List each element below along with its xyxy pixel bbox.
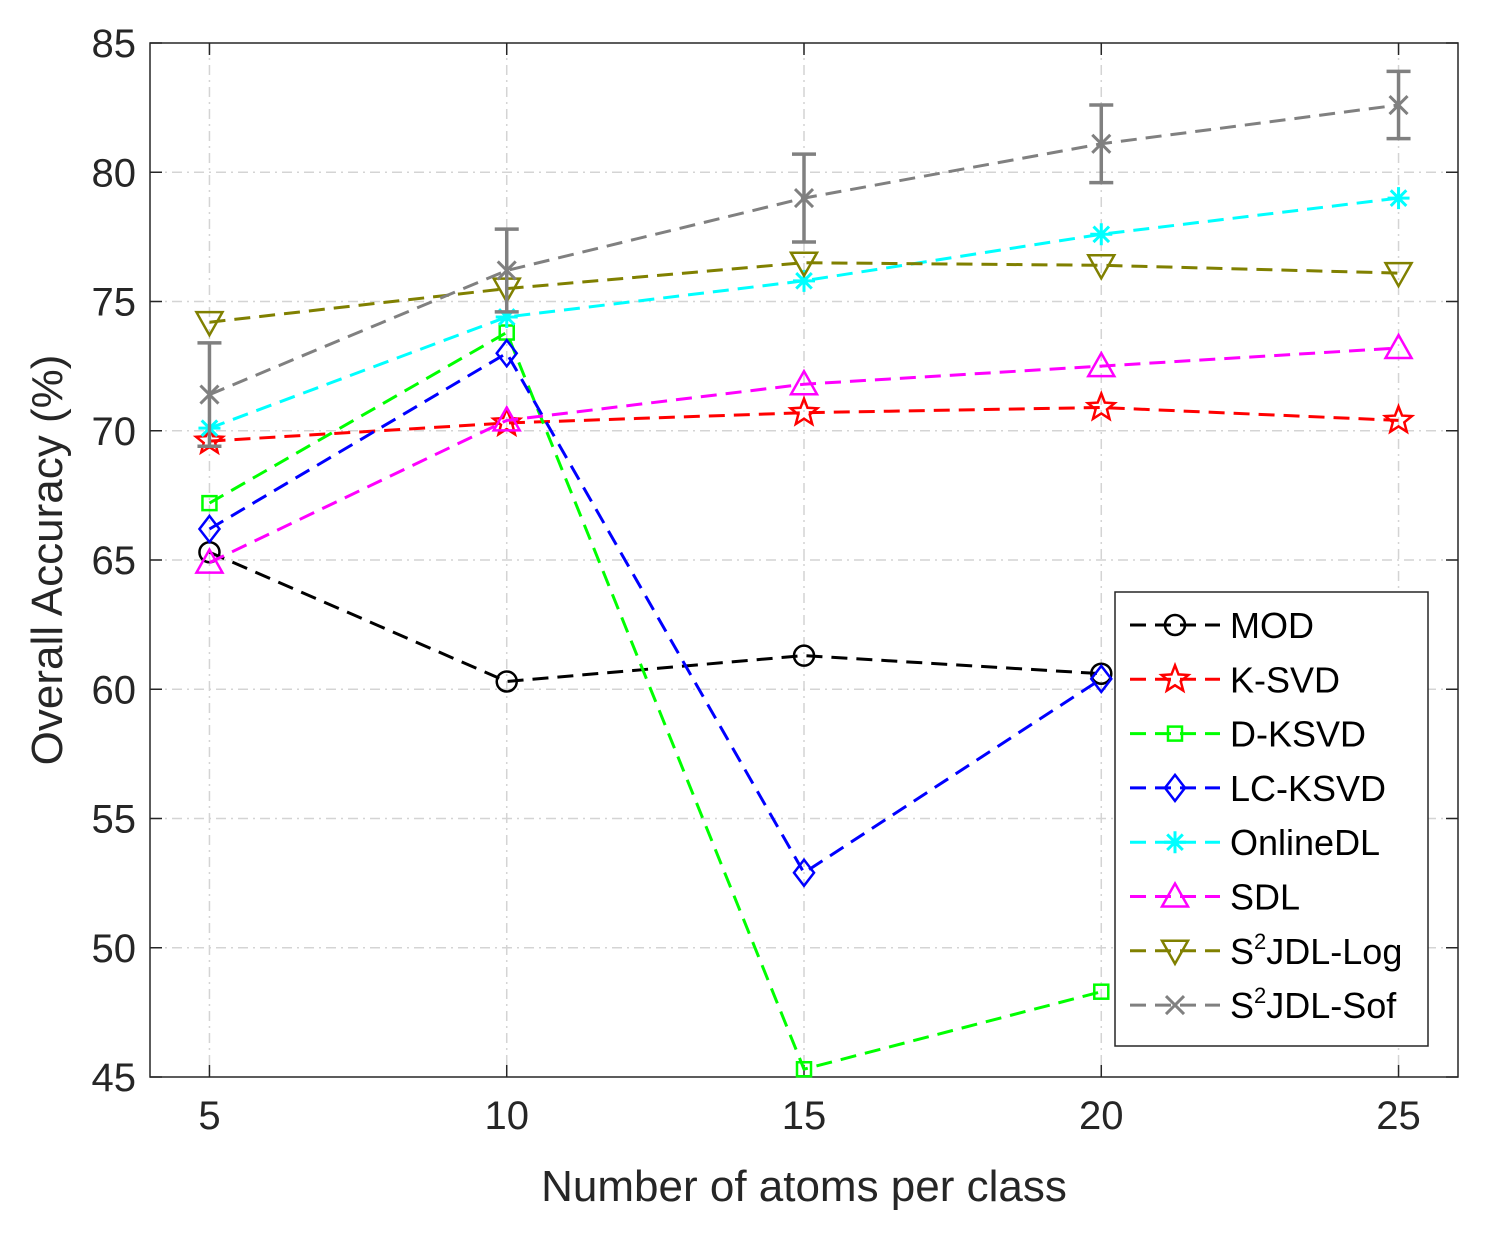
legend-label: LC-KSVD — [1230, 768, 1386, 809]
legend-item-sdl: SDL — [1130, 877, 1300, 918]
data-point — [1090, 662, 1113, 685]
legend-label: SDL — [1230, 877, 1300, 918]
legend-marker — [1158, 661, 1192, 694]
legend-label-text: JDL-Sof — [1266, 985, 1397, 1026]
legend-item-s2jdl-log: S2JDL-Log — [1130, 929, 1402, 972]
legend-marker — [1159, 880, 1191, 908]
data-point — [787, 395, 821, 427]
legend-item-s2jdl-sof: S2JDL-Sof — [1130, 983, 1397, 1026]
legend-box — [1114, 591, 1429, 1047]
data-point — [1388, 94, 1409, 116]
legend-label-text: S — [1230, 985, 1254, 1026]
data-point — [795, 1060, 813, 1078]
y-tick-label: 50 — [92, 927, 137, 971]
x-tick-label: 10 — [484, 1094, 529, 1138]
legend-item-lc-ksvd: LC-KSVD — [1130, 768, 1386, 809]
legend-marker — [1159, 939, 1191, 967]
data-point — [194, 310, 225, 338]
series-lc-ksvd — [197, 338, 1113, 888]
legend-label-text: JDL-Log — [1266, 931, 1402, 972]
data-point — [792, 857, 816, 888]
axes: 5 10 15 20 25 45 50 55 60 65 70 75 80 85 — [92, 22, 1459, 1138]
legend-marker — [1166, 725, 1184, 742]
series-line-mod — [208, 550, 1102, 684]
data-point — [1387, 187, 1410, 210]
legend-item-d-ksvd: D-KSVD — [1130, 714, 1366, 755]
data-point — [199, 384, 220, 405]
legend-label: S2JDL-Sof — [1230, 983, 1397, 1026]
series-sdl — [194, 332, 1414, 574]
y-tick-label: 80 — [92, 151, 137, 195]
legend-label: S2JDL-Log — [1230, 929, 1402, 972]
legend-label-text: OnlineDL — [1230, 822, 1380, 863]
data-point — [1091, 133, 1112, 154]
data-point — [1383, 261, 1414, 289]
data-point — [1084, 390, 1118, 422]
data-point — [788, 368, 820, 396]
data-point — [1086, 254, 1117, 281]
legend-label-text: D-KSVD — [1230, 714, 1366, 755]
y-tick-label: 85 — [92, 22, 137, 66]
y-tick-label: 55 — [92, 798, 137, 842]
data-point — [495, 338, 519, 369]
x-tick-label: 5 — [198, 1094, 220, 1138]
legend-marker — [1163, 772, 1187, 803]
legend-marker — [1163, 613, 1187, 637]
y-tick-label: 65 — [92, 539, 137, 583]
series-s2jdl-sof — [197, 69, 1411, 449]
legend-label: D-KSVD — [1230, 714, 1366, 755]
legend: MODK-SVDD-KSVDLC-KSVDOnlineDLSDLS2JDL-Lo… — [1114, 591, 1429, 1047]
data-point — [1089, 663, 1113, 694]
series-line-d-ksvd — [208, 330, 1102, 1071]
x-tick-label: 25 — [1376, 1094, 1421, 1138]
series-line-onlinedl — [208, 196, 1399, 430]
legend-marker — [1164, 831, 1186, 854]
data-point — [194, 547, 225, 574]
y-axis-title: Overall Accuracy (%) — [23, 355, 72, 766]
data-point — [1090, 223, 1113, 246]
data-point — [792, 644, 816, 667]
y-tick-label: 70 — [92, 410, 137, 454]
legend-label-superscript: 2 — [1254, 983, 1266, 1008]
data-point — [1093, 983, 1110, 1000]
y-tick-label: 75 — [92, 281, 137, 325]
x-axis-title: Number of atoms per class — [541, 1162, 1067, 1211]
data-point — [491, 404, 522, 432]
data-point — [1381, 402, 1416, 435]
legend-item-mod: MOD — [1130, 605, 1314, 646]
legend-item-onlinedl: OnlineDL — [1130, 822, 1380, 863]
data-point — [495, 306, 518, 329]
legend-label: MOD — [1230, 605, 1314, 646]
data-point — [793, 188, 815, 209]
legend-label-text: K-SVD — [1230, 659, 1340, 700]
legend-label-text: S — [1230, 931, 1254, 972]
legend-item-k-svd: K-SVD — [1130, 659, 1340, 700]
data-point — [496, 260, 517, 281]
data-point — [1086, 350, 1117, 378]
legend-label-superscript: 2 — [1254, 929, 1266, 954]
data-point — [201, 494, 218, 512]
legend-marker — [1164, 995, 1186, 1016]
data-point — [793, 269, 815, 292]
x-tick-label: 15 — [782, 1094, 827, 1138]
legend-label-text: SDL — [1230, 877, 1300, 918]
legend-label: K-SVD — [1230, 659, 1340, 700]
data-point — [1383, 332, 1414, 360]
data-point — [495, 670, 518, 693]
legend-label: OnlineDL — [1230, 822, 1380, 863]
y-tick-label: 60 — [92, 668, 137, 712]
y-tick-label: 45 — [92, 1056, 137, 1100]
legend-label-text: LC-KSVD — [1230, 768, 1386, 809]
series-layer — [192, 69, 1416, 1078]
data-point — [197, 513, 222, 545]
data-point — [788, 251, 820, 279]
legend-label-text: MOD — [1230, 605, 1314, 646]
series-line-sdl — [208, 346, 1399, 564]
x-tick-label: 20 — [1079, 1094, 1124, 1138]
